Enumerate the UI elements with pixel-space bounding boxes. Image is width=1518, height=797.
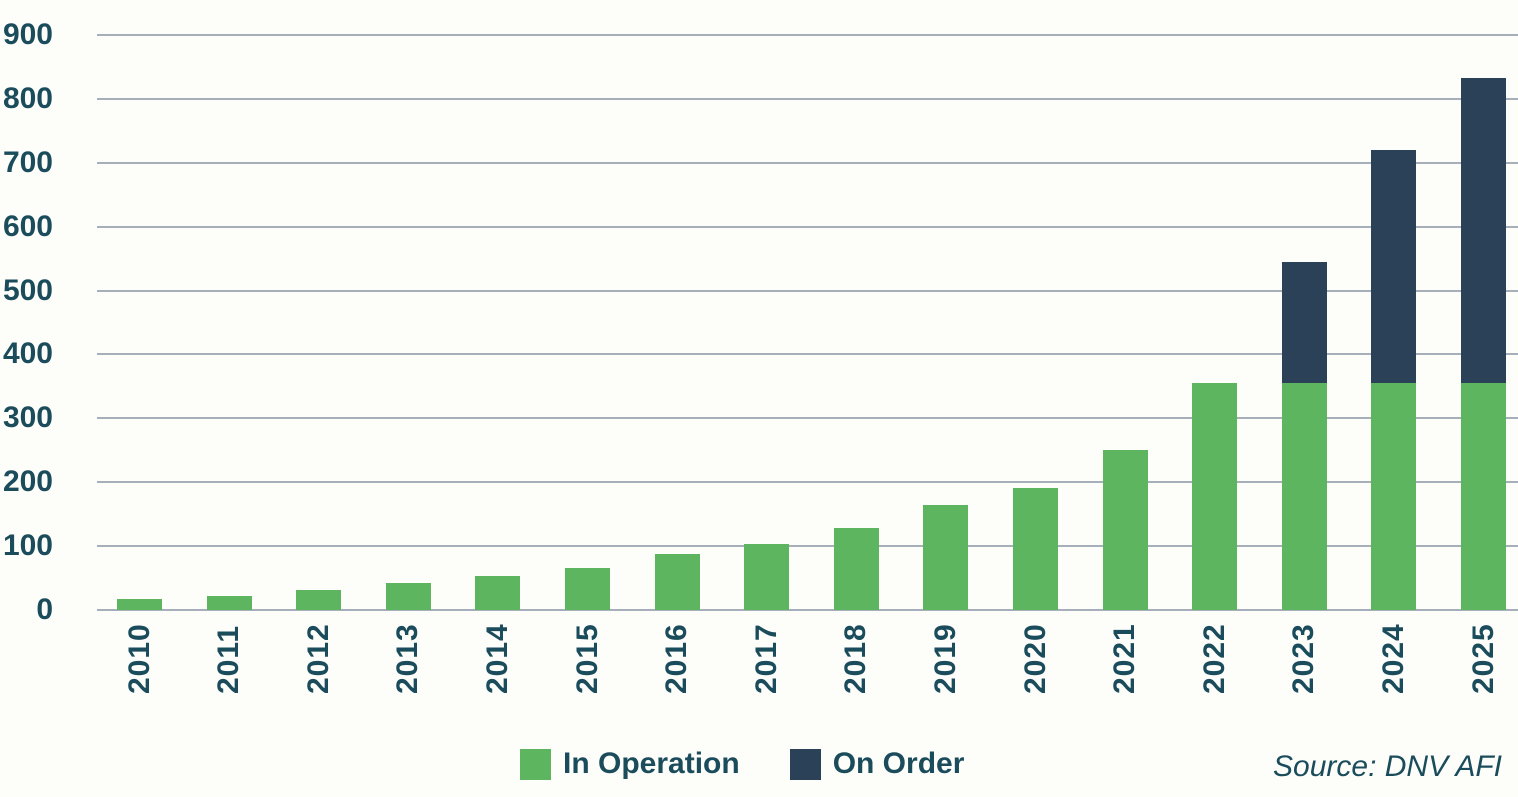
- x-axis-tick-label-2015: 2015: [570, 623, 604, 695]
- bar-segment-in-operation-2025: [1461, 383, 1506, 610]
- bar-segment-in-operation-2023: [1281, 383, 1327, 610]
- gridline-800: [97, 97, 1518, 100]
- y-axis-tick-label-700: 700: [2, 145, 53, 179]
- y-axis-tick-label-800: 800: [2, 81, 53, 115]
- bar-segment-in-operation-2020: [1013, 487, 1058, 610]
- bar-segment-in-operation-2021: [1102, 450, 1148, 610]
- x-axis-tick-label-2014: 2014: [480, 623, 514, 695]
- x-axis-tick-label-2011: 2011: [212, 624, 246, 694]
- y-axis-tick-label-200: 200: [2, 465, 53, 499]
- y-axis-tick-label-400: 400: [2, 337, 53, 371]
- gridline-500: [97, 289, 1518, 292]
- y-axis-tick-label-500: 500: [2, 273, 53, 307]
- gridline-700: [97, 161, 1518, 164]
- bar-segment-in-operation-2017: [744, 544, 790, 610]
- x-axis-tick-label-2025: 2025: [1466, 623, 1500, 695]
- bar-segment-in-operation-2012: [296, 590, 342, 610]
- x-axis-tick-label-2012: 2012: [301, 623, 335, 695]
- bar-segment-in-operation-2010: [117, 598, 162, 610]
- x-axis-tick-label-2022: 2022: [1197, 623, 1231, 695]
- x-axis-tick-label-2010: 2010: [122, 623, 156, 695]
- gridline-200: [97, 481, 1518, 484]
- legend-label-in-operation: In Operation: [563, 747, 740, 780]
- bar-segment-on-order-2024: [1371, 150, 1417, 384]
- y-axis-tick-label-600: 600: [2, 209, 53, 243]
- in-operation-swatch-icon: [520, 748, 551, 780]
- x-axis-tick-label-2024: 2024: [1376, 623, 1410, 695]
- x-axis-tick-label-2023: 2023: [1287, 623, 1321, 695]
- gridline-0: [97, 609, 1518, 611]
- bar-segment-in-operation-2013: [385, 583, 431, 610]
- bar-segment-in-operation-2011: [206, 595, 252, 610]
- y-axis-tick-label-900: 900: [2, 18, 53, 51]
- bar-segment-in-operation-2022: [1192, 383, 1238, 610]
- x-axis-tick-label-2017: 2017: [749, 623, 783, 695]
- legend: In Operation On Order: [520, 747, 964, 781]
- on-order-swatch-icon: [789, 748, 821, 780]
- legend-label-on-order: On Order: [832, 747, 965, 780]
- bar-segment-in-operation-2024: [1371, 383, 1417, 610]
- bar-segment-in-operation-2019: [923, 505, 969, 610]
- x-axis-tick-label-2019: 2019: [928, 623, 962, 695]
- gridline-900: [97, 34, 1518, 36]
- bar-segment-in-operation-2014: [475, 576, 521, 610]
- legend-item-in-operation: In Operation: [520, 747, 740, 781]
- bar-segment-in-operation-2016: [654, 553, 700, 610]
- bar-segment-in-operation-2015: [565, 567, 610, 610]
- gridline-400: [97, 353, 1518, 356]
- y-axis-tick-label-100: 100: [2, 529, 53, 563]
- bar-segment-on-order-2025: [1461, 77, 1506, 384]
- x-axis-tick-label-2018: 2018: [839, 623, 873, 695]
- legend-item-on-order: On Order: [789, 747, 965, 781]
- x-axis-tick-label-2016: 2016: [660, 623, 694, 695]
- x-axis-tick-label-2020: 2020: [1018, 623, 1052, 695]
- bar-segment-in-operation-2018: [833, 527, 879, 610]
- x-axis-tick-label-2021: 2021: [1108, 623, 1142, 695]
- gridline-300: [97, 417, 1518, 420]
- gridline-100: [97, 545, 1518, 548]
- y-axis-tick-label-0: 0: [36, 593, 53, 626]
- x-axis-tick-label-2013: 2013: [391, 623, 425, 695]
- bar-segment-on-order-2023: [1281, 261, 1327, 384]
- gridline-600: [97, 225, 1518, 228]
- source-note: Source: DNV AFI: [1273, 750, 1502, 783]
- y-axis-tick-label-300: 300: [2, 401, 53, 435]
